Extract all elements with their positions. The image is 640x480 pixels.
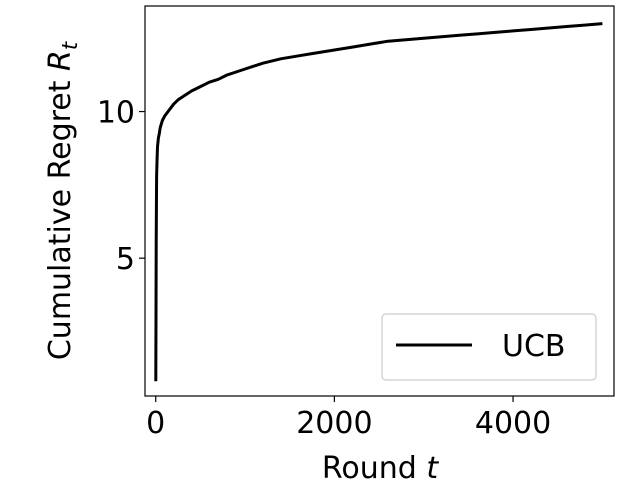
axis-ticks: 0 2000 4000 5 10 [97,96,551,441]
legend-box [381,313,597,381]
series-line-ucb [154,22,603,382]
legend: UCB [381,313,597,381]
y-tick-label: 10 [97,96,135,131]
x-tick-label: 0 [146,406,165,441]
legend-label-ucb: UCB [502,329,566,364]
y-axis-label: Cumulative Regret Rt [43,41,82,360]
x-tick-label: 2000 [296,406,372,441]
x-axis-label: Round t [322,451,439,480]
y-tick-label: 5 [116,242,135,277]
x-tick-label: 4000 [475,406,551,441]
